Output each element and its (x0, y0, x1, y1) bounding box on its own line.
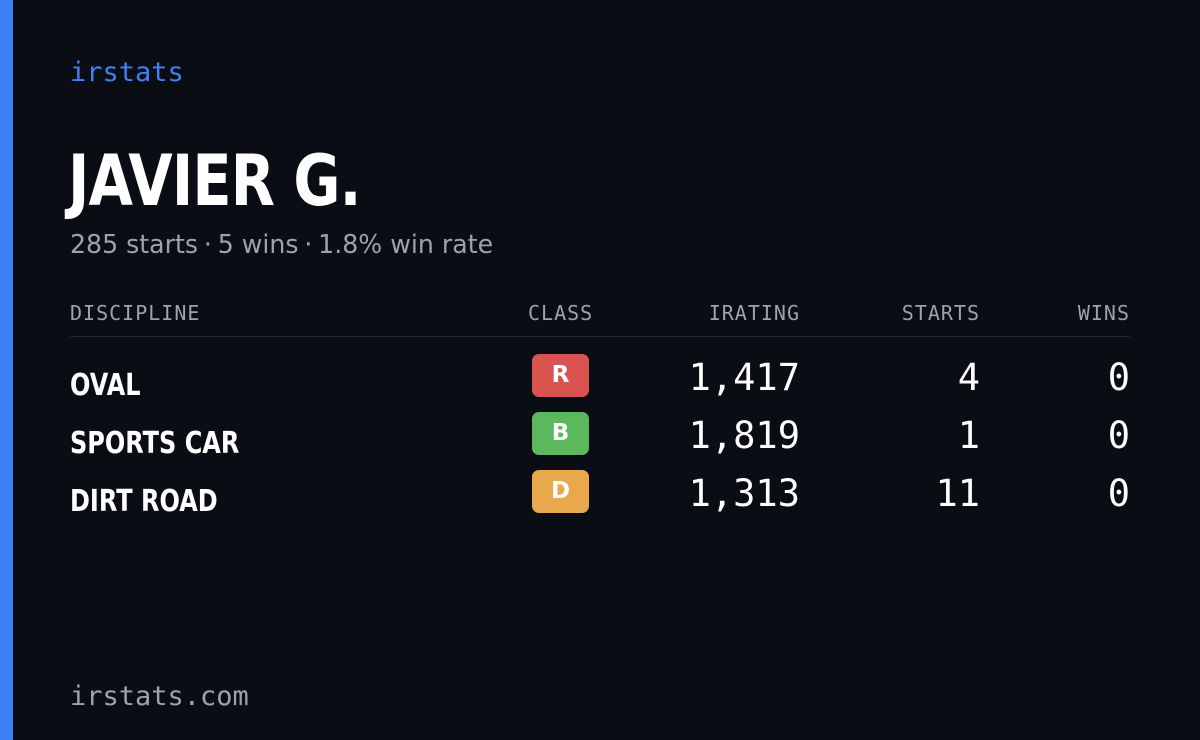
column-header-class: CLASS (528, 301, 594, 325)
starts-value: 1 (957, 414, 980, 457)
irating-value: 1,417 (688, 356, 800, 399)
table-row: OVAL R 1,417 4 0 (70, 354, 1130, 412)
starts-count: 285 starts (70, 230, 199, 260)
discipline-name: OVAL (70, 368, 141, 403)
wins-value: 0 (1107, 472, 1130, 515)
license-class-badge: D (532, 470, 589, 513)
license-class-badge: R (532, 354, 589, 397)
table-row: SPORTS CAR B 1,819 1 0 (70, 412, 1130, 470)
wins-value: 0 (1107, 414, 1130, 457)
license-class-badge: B (532, 412, 589, 455)
brand-logo-text[interactable]: irstats (70, 57, 184, 88)
irating-value: 1,313 (688, 472, 800, 515)
summary-separator: · (304, 230, 313, 260)
column-header-discipline: DISCIPLINE (70, 301, 201, 325)
player-summary: 285 starts · 5 wins · 1.8% win rate (70, 228, 493, 262)
column-header-starts: STARTS (901, 301, 980, 325)
summary-separator: · (203, 230, 212, 260)
starts-value: 11 (935, 472, 980, 515)
discipline-name: SPORTS CAR (70, 426, 240, 461)
player-name: JAVIER G. (68, 140, 361, 222)
wins-count: 5 wins (217, 230, 299, 260)
discipline-name: DIRT ROAD (70, 484, 218, 519)
accent-bar (0, 0, 13, 740)
table-row: DIRT ROAD D 1,313 11 0 (70, 470, 1130, 528)
discipline-stats-table: DISCIPLINE CLASS IRATING STARTS WINS OVA… (70, 296, 1130, 519)
starts-value: 4 (957, 356, 980, 399)
table-header: DISCIPLINE CLASS IRATING STARTS WINS (70, 296, 1130, 337)
irating-value: 1,819 (688, 414, 800, 457)
wins-value: 0 (1107, 356, 1130, 399)
column-header-wins: WINS (1077, 301, 1130, 325)
win-rate: 1.8% win rate (318, 230, 494, 260)
column-header-irating: IRATING (708, 301, 800, 325)
footer-url[interactable]: irstats.com (70, 681, 249, 712)
